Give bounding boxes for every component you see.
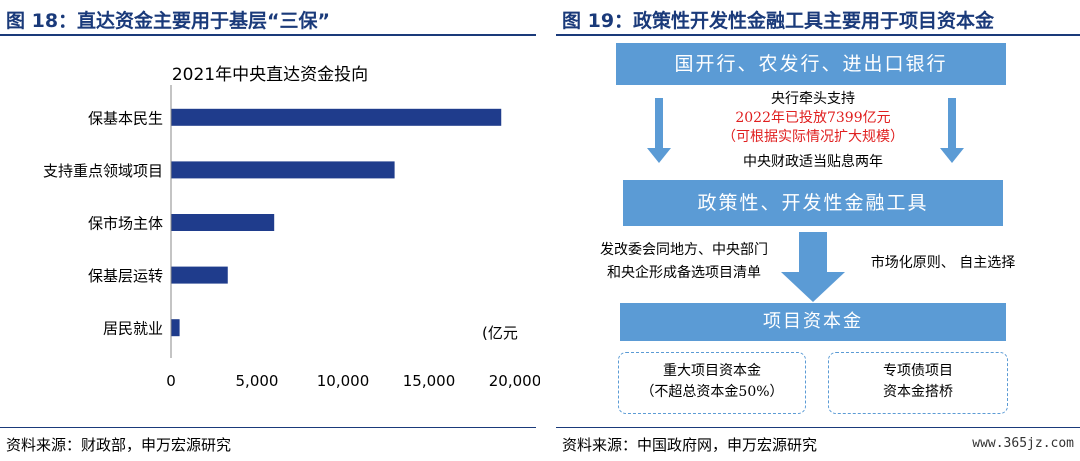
flow-left-line2: 和央企形成备选项目清单 — [607, 265, 761, 281]
bar-2 — [171, 214, 275, 231]
x-tick-label-3: 15,000 — [403, 372, 456, 390]
chart-unit: (亿元 — [482, 324, 518, 342]
x-tick-label-1: 5,000 — [236, 372, 279, 390]
flow-arrows — [647, 98, 964, 302]
bar-4 — [171, 319, 180, 337]
x-tick-label-4: 20,000 — [489, 372, 540, 390]
bar-3 — [171, 266, 228, 284]
flow-mid-line4: 中央财政适当贴息两年 — [743, 154, 883, 170]
dash-box-bond: 专项债项目 资本金搭桥 — [828, 352, 1008, 414]
flow-box-tools: 政策性、开发性金融工具 — [623, 180, 1003, 226]
category-label-1: 支持重点领域项目 — [43, 162, 163, 180]
dash-box-major-line2: （不超总资本金50%） — [640, 384, 784, 400]
flow-box-banks: 国开行、农发行、进出口银行 — [616, 43, 1006, 85]
flow-left-line1: 发改委会同地方、中央部门 — [600, 242, 768, 258]
category-label-2: 保市场主体 — [88, 215, 163, 233]
bar-0 — [171, 108, 502, 126]
flow-mid-line2: 2022年已投放7399亿元 — [735, 110, 891, 126]
dash-box-major: 重大项目资本金 （不超总资本金50%） — [618, 352, 806, 414]
right-source: 资料来源：中国政府网，申万宏源研究 — [562, 436, 818, 454]
bar-chart: 2021年中央直达资金投向 保基本民生支持重点领域项目保市场主体保基层运转居民就… — [43, 65, 540, 390]
watermark: www.365jz.com — [972, 436, 1074, 451]
arrow-down-left — [647, 98, 671, 163]
bar-1 — [171, 161, 395, 179]
right-panel: 图 19：政策性开发性金融工具主要用于项目资本金 国开行、农发行、进出口银行 央… — [556, 0, 1080, 461]
x-tick-label-2: 10,000 — [317, 372, 370, 390]
footer-rule-right — [556, 427, 1080, 428]
arrow-down-center — [781, 232, 845, 302]
flow-mid-line3: （可根据实际情况扩大规模） — [722, 129, 904, 145]
category-label-0: 保基本民生 — [88, 109, 163, 127]
flow-right-text: 市场化原则、 自主选择 — [870, 255, 1016, 271]
figure-18-title: 图 18：直达资金主要用于基层“三保” — [6, 10, 331, 32]
left-panel: 图 18：直达资金主要用于基层“三保” 2021年中央直达资金投向 保基本民生支… — [0, 10, 540, 454]
figure-19-title: 图 19：政策性开发性金融工具主要用于项目资本金 — [562, 10, 995, 32]
left-source: 资料来源：财政部，申万宏源研究 — [6, 436, 232, 454]
title-rule — [0, 34, 536, 36]
dash-box-bond-line1: 专项债项目 — [883, 363, 953, 379]
dash-box-major-line1: 重大项目资本金 — [663, 363, 761, 379]
title-rule-right — [556, 34, 1080, 36]
footer-rule — [0, 427, 536, 428]
flow-box-capital: 项目资本金 — [620, 303, 1006, 341]
chart-title: 2021年中央直达资金投向 — [172, 65, 368, 85]
flow-mid-line1: 央行牵头支持 — [771, 91, 855, 107]
arrow-down-right — [940, 98, 964, 163]
x-tick-label-0: 0 — [166, 372, 176, 390]
category-label-3: 保基层运转 — [88, 267, 163, 285]
dash-box-bond-line2: 资本金搭桥 — [883, 384, 953, 400]
category-label-4: 居民就业 — [103, 320, 163, 338]
